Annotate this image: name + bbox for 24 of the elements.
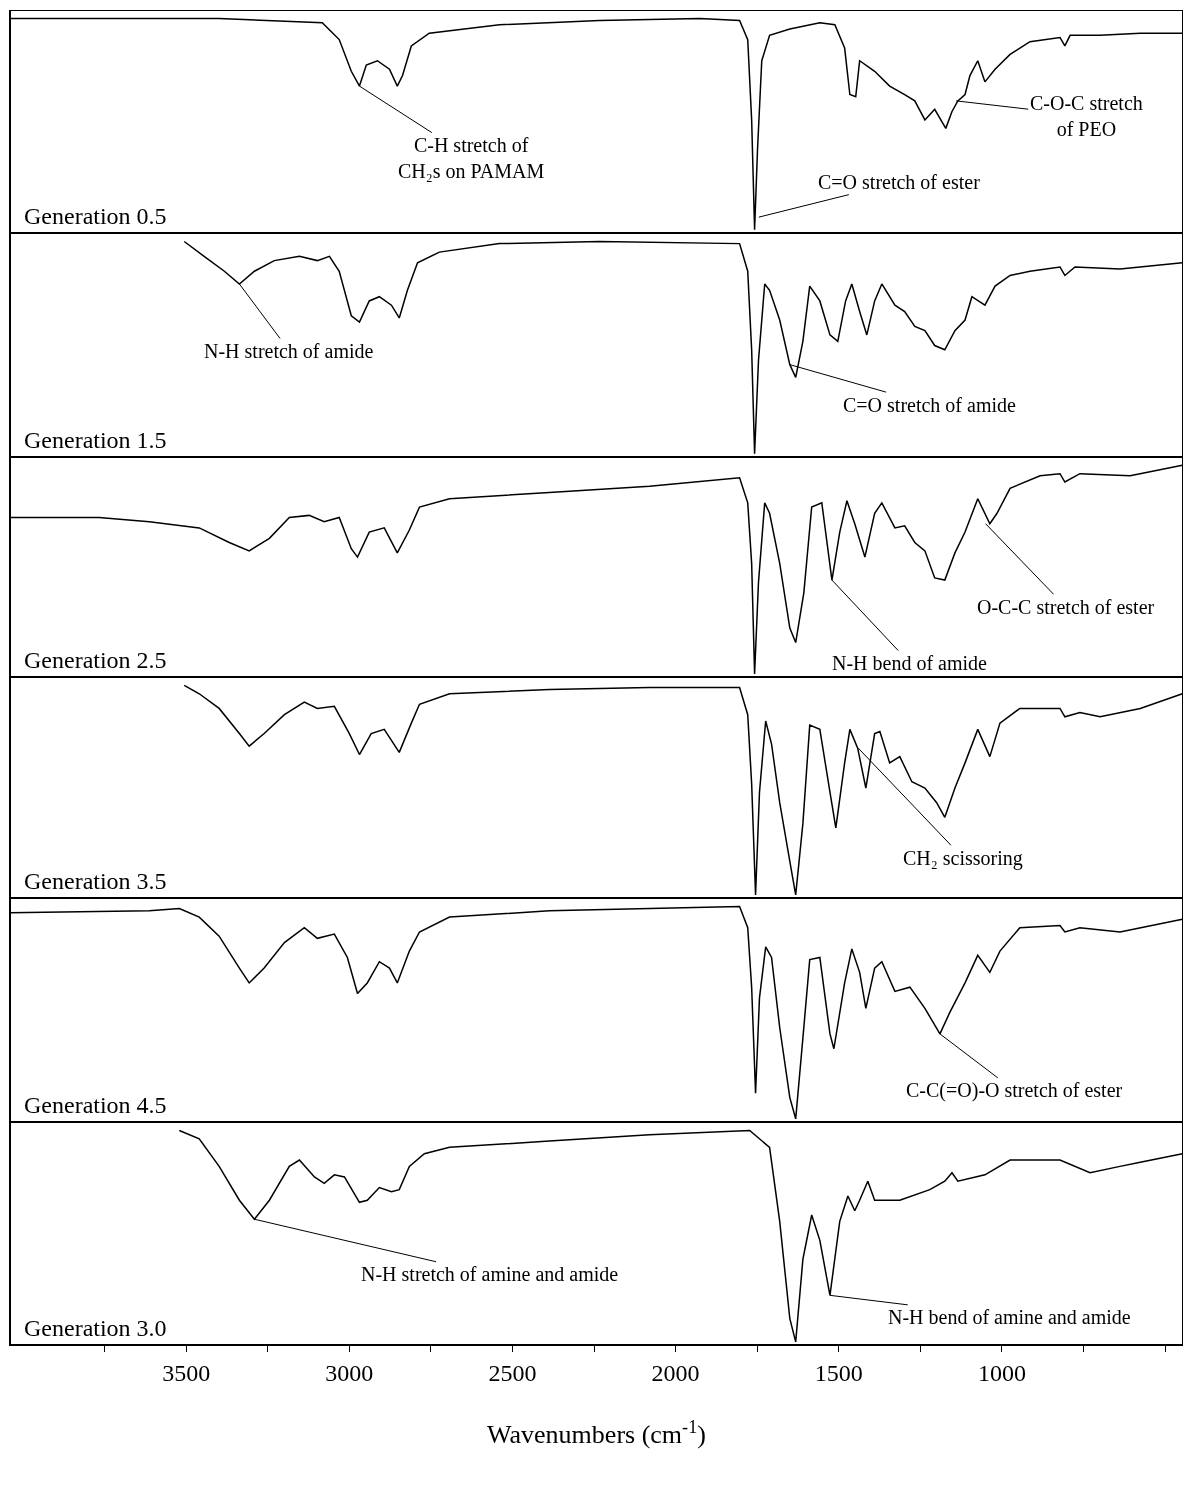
text: Generation 3.5 — [24, 868, 167, 894]
x-tick-label: 1000 — [977, 1359, 1026, 1386]
annotation: N-H bend of amide — [832, 652, 988, 674]
annotation: N-H bend of amine and amide — [888, 1306, 1131, 1328]
text: Generation 2.5 — [24, 647, 167, 673]
x-tick-label: 1500 — [814, 1359, 863, 1386]
annotation: O-C-C stretch of ester — [977, 596, 1155, 618]
text: Generation 0.5 — [24, 203, 167, 229]
annotation: C=O stretch of amide — [843, 394, 1017, 416]
annotation: CH₂ scissoring — [903, 847, 1023, 870]
annotation: N-H stretch of amine and amide — [361, 1263, 619, 1285]
annotation: C-H stretch of CH₂s on PAMAM — [398, 134, 545, 182]
annotation: N-H stretch of amide — [204, 340, 374, 362]
x-tick-label: 2500 — [488, 1359, 537, 1386]
x-tick-label: 3500 — [162, 1359, 211, 1386]
text: Generation 3.0 — [24, 1315, 167, 1341]
x-axis-title: Wavenumbers (cm$^{-1}$) — [487, 1416, 706, 1450]
annotation: C-O-C stretch of PEO — [1030, 92, 1143, 140]
annotation: C=O stretch of ester — [818, 171, 981, 193]
annotation: C-C(=O)-O stretch of ester — [906, 1079, 1123, 1102]
text: Generation 1.5 — [24, 427, 167, 453]
x-tick-label: 3000 — [325, 1359, 374, 1386]
text: Generation 4.5 — [24, 1092, 167, 1118]
x-tick-label: 2000 — [651, 1359, 700, 1386]
